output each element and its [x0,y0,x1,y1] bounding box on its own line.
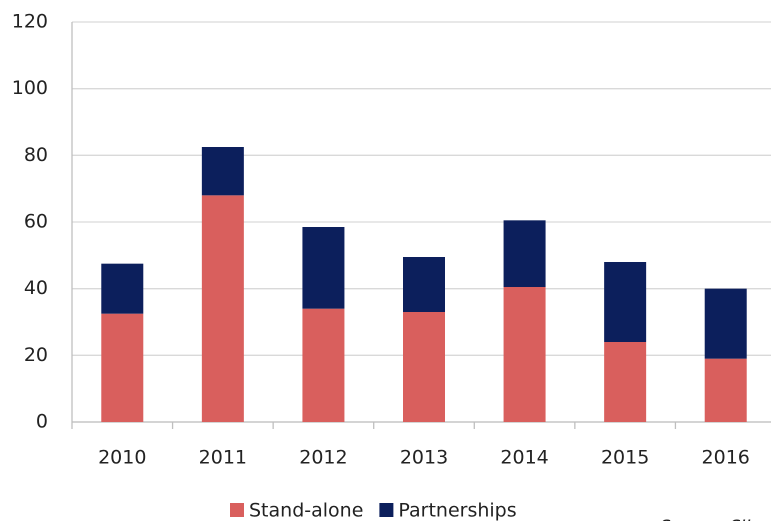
legend-label: Partnerships [398,500,516,521]
y-tick-label: 20 [24,344,48,366]
source: Source: SII [660,517,751,521]
y-tick-label: 40 [24,277,48,299]
bar-segment [201,147,244,196]
x-tick-label: 2012 [299,447,347,469]
bar-segment [101,313,144,422]
y-tick-label: 80 [24,144,48,166]
bar-segment [201,195,244,422]
bar-segment [101,263,144,314]
x-tick-label: 2015 [601,447,649,469]
y-tick-label: 100 [12,77,48,99]
x-tick-label: 2010 [98,447,146,469]
bar-segment [604,342,647,422]
bar-segment [403,312,445,422]
x-tick-label: 2016 [702,447,750,469]
x-tick-label: 2014 [500,447,548,469]
bar-segment [302,227,345,309]
bar-segment [503,220,546,287]
bar-segment [302,308,345,422]
y-tick-label: 60 [24,211,48,233]
bar-segment [503,287,546,422]
x-tick-label: 2011 [199,447,247,469]
x-tick-label: 2013 [400,447,448,469]
bar-segment [403,257,445,312]
bar-segment [704,358,747,422]
legend-swatch [230,503,244,517]
y-tick-label: 0 [36,411,48,433]
bar-segment [704,288,747,359]
legend-label: Stand-alone [249,500,363,521]
legend-swatch [379,503,394,517]
bar-segment [604,262,647,342]
y-tick-label: 120 [12,11,48,33]
